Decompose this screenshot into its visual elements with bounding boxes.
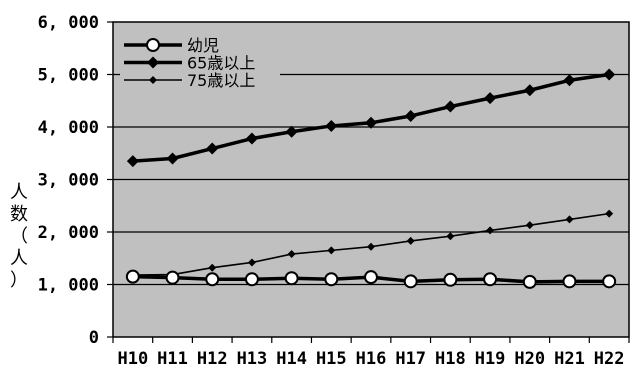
data-point — [285, 125, 298, 138]
x-tick-label: H13 — [237, 349, 268, 369]
x-tick-label: H12 — [197, 349, 228, 369]
x-tick-label: H17 — [395, 349, 426, 369]
x-tick-label: H10 — [117, 349, 148, 369]
data-point — [446, 232, 455, 241]
data-point — [165, 270, 180, 285]
data-point — [147, 56, 159, 69]
data-point — [245, 132, 258, 145]
data-point — [565, 215, 574, 224]
y-tick-label: 2, 000 — [38, 223, 99, 243]
data-point — [206, 142, 219, 155]
series-group — [125, 68, 617, 289]
data-point — [364, 270, 378, 285]
data-point — [247, 258, 256, 267]
y-axis-label: 人数（人） — [10, 182, 28, 291]
x-tick-label: H21 — [554, 349, 585, 369]
data-point — [146, 38, 160, 52]
data-point — [166, 152, 179, 165]
data-point — [403, 274, 418, 289]
x-axis-tick-labels: H10 H11 H12 H13 H14 H15 H16 H17 H18 H19 H20 H21 H22 — [117, 349, 624, 369]
y-axis-label-char: 数 — [10, 204, 28, 225]
legend-label: 65歳以上 — [187, 54, 255, 73]
x-tick-label: H20 — [514, 349, 545, 369]
data-point — [324, 272, 339, 287]
x-tick-label: H18 — [435, 349, 466, 369]
data-point — [525, 221, 534, 230]
data-point — [484, 92, 497, 105]
data-point — [523, 84, 536, 97]
y-axis-tick-labels: 0 1, 000 2, 000 3, 000 4, 000 5, 000 6, 000 — [38, 13, 99, 348]
x-tick-label: H15 — [316, 349, 347, 369]
data-point — [205, 272, 220, 287]
data-point — [522, 274, 537, 289]
data-point — [284, 271, 299, 286]
series-age-75-plus — [128, 209, 614, 280]
x-tick-label: H16 — [356, 349, 387, 369]
y-tick-label: 0 — [89, 328, 99, 348]
data-point — [483, 272, 498, 287]
data-point — [406, 236, 415, 245]
x-tick-label: H22 — [594, 349, 625, 369]
y-tick-label: 5, 000 — [38, 66, 99, 86]
y-axis-label-text: 人数（人） — [10, 182, 28, 291]
data-point — [208, 263, 217, 272]
y-tick-label: 4, 000 — [38, 118, 99, 138]
data-point — [367, 242, 375, 251]
x-tick-label: H19 — [475, 349, 506, 369]
data-point — [287, 250, 296, 259]
data-point — [404, 109, 417, 122]
data-point — [605, 209, 614, 218]
data-point — [563, 74, 576, 87]
data-point — [562, 274, 577, 289]
data-point — [327, 246, 336, 255]
x-tick-label: H11 — [157, 349, 188, 369]
x-axis-ticks — [112, 337, 630, 343]
legend-label: 幼児 — [187, 36, 219, 55]
data-point — [149, 76, 157, 84]
data-point — [486, 226, 495, 235]
data-point — [125, 269, 140, 284]
data-point — [603, 68, 616, 81]
y-tick-label: 1, 000 — [38, 276, 99, 296]
legend-item: 75歳以上 — [124, 71, 255, 90]
legend-label: 75歳以上 — [187, 71, 255, 90]
data-point — [602, 274, 617, 289]
y-axis-label-char: 人 — [10, 182, 28, 203]
y-axis-label-char: ） — [10, 270, 28, 291]
data-point — [325, 119, 338, 132]
x-tick-label: H14 — [276, 349, 307, 369]
series-age-65-plus — [126, 68, 616, 168]
legend-item: 幼児 — [124, 36, 219, 55]
legend-item: 65歳以上 — [124, 54, 255, 73]
y-axis-label-char: （ — [10, 226, 28, 247]
data-point — [365, 116, 377, 129]
data-point — [126, 155, 139, 168]
y-axis-label-char: 人 — [10, 248, 28, 269]
y-tick-label: 3, 000 — [38, 171, 99, 191]
y-tick-label: 6, 000 — [38, 13, 99, 33]
series-infant — [125, 269, 617, 289]
data-point — [444, 100, 457, 113]
data-point — [443, 272, 458, 287]
data-point — [244, 272, 259, 287]
